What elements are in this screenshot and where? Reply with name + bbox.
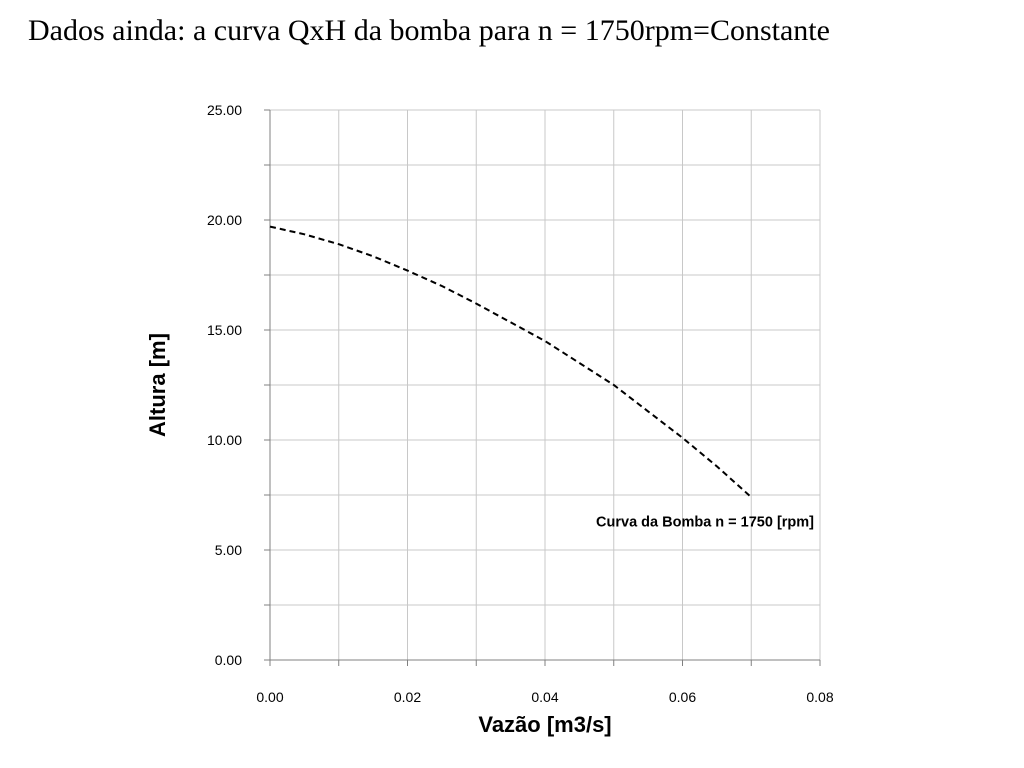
annotations: Curva da Bomba n = 1750 [rpm] <box>596 514 814 530</box>
y-tick-label: 0.00 <box>215 652 242 668</box>
x-tick-label: 0.00 <box>256 689 283 705</box>
axes <box>264 109 821 666</box>
series <box>269 225 752 498</box>
x-tick-label: 0.02 <box>394 689 421 705</box>
tick-labels: 0.00 5.00 10.00 15.00 20.00 25.00 0.00 0.02 0.04… <box>207 102 834 705</box>
grid-lines <box>270 109 821 660</box>
y-tick-label: 20.00 <box>207 212 242 228</box>
x-tick-label: 0.06 <box>669 689 696 705</box>
y-tick-label: 25.00 <box>207 102 242 118</box>
x-tick-label: 0.04 <box>531 689 558 705</box>
x-tick-label: 0.08 <box>806 689 833 705</box>
x-axis-title: Vazão [m3/s] <box>478 712 611 737</box>
y-tick-label: 5.00 <box>215 542 242 558</box>
pump-curve-line <box>269 225 752 498</box>
slide-title: Dados ainda: a curva QxH da bomba para n… <box>28 14 830 47</box>
y-tick-label: 10.00 <box>207 432 242 448</box>
y-tick-label: 15.00 <box>207 322 242 338</box>
y-axis-title: Altura [m] <box>145 333 170 437</box>
curve-annotation: Curva da Bomba n = 1750 [rpm] <box>596 514 814 530</box>
